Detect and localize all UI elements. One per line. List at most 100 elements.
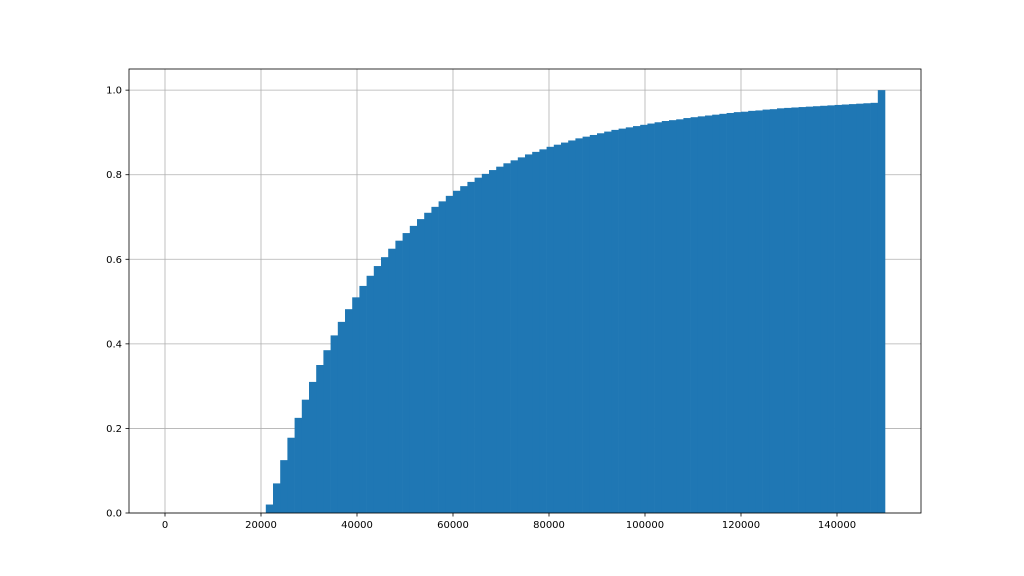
bar (647, 123, 655, 513)
bar (762, 109, 771, 513)
bar (496, 166, 504, 513)
bar (301, 399, 310, 513)
bar (510, 160, 519, 513)
bar (733, 112, 742, 513)
bar (798, 107, 807, 514)
bar (661, 121, 670, 514)
bar (323, 350, 331, 513)
bar (769, 109, 778, 514)
x-tick-label: 20000 (245, 520, 277, 531)
bar (395, 240, 403, 513)
y-tick-label: 0.4 (106, 339, 122, 350)
bar (690, 117, 699, 513)
bar (575, 138, 583, 513)
x-tick-label: 0 (162, 520, 168, 531)
bar (366, 275, 375, 513)
bar (669, 120, 677, 513)
bar (784, 107, 792, 513)
bar (431, 206, 439, 513)
bar (309, 381, 317, 513)
bar (546, 146, 555, 513)
x-tick-label: 60000 (437, 520, 469, 531)
bar (625, 127, 634, 514)
y-tick-label: 1.0 (106, 86, 122, 97)
bar (453, 190, 461, 514)
bar (481, 173, 490, 513)
bar (805, 106, 814, 514)
bar (388, 248, 396, 513)
bar (712, 114, 720, 513)
bar (381, 257, 389, 513)
bar (359, 285, 367, 513)
bar (280, 460, 288, 513)
bar (820, 105, 828, 513)
bar (539, 149, 547, 514)
bar (863, 103, 871, 513)
y-tick-label: 0.2 (106, 424, 122, 435)
bar (618, 128, 627, 513)
bar (424, 212, 432, 513)
bar (813, 106, 821, 513)
bar (683, 118, 691, 514)
bar (352, 297, 360, 513)
bar (525, 154, 533, 513)
bar (445, 195, 454, 513)
bar (640, 124, 648, 514)
bar (589, 134, 598, 514)
bar (676, 119, 684, 513)
bar (633, 126, 641, 513)
bar (697, 116, 706, 514)
bar (755, 110, 763, 513)
bar (316, 365, 324, 513)
bar (474, 177, 483, 513)
bar (597, 133, 605, 513)
bar (748, 110, 756, 513)
bar (741, 111, 749, 514)
bar (345, 309, 353, 513)
y-tick-label: 0.6 (106, 255, 122, 266)
x-tick-label: 80000 (533, 520, 565, 531)
bar (337, 321, 346, 513)
bar (460, 186, 468, 514)
bar (373, 266, 382, 513)
bar (330, 335, 339, 513)
y-tick-label: 0.8 (106, 170, 122, 181)
bar (417, 219, 425, 513)
x-tick-label: 140000 (818, 520, 856, 531)
bar (719, 113, 727, 513)
bar (409, 225, 418, 513)
bar (467, 181, 475, 513)
x-tick-label: 100000 (626, 520, 664, 531)
x-tick-label: 120000 (722, 520, 760, 531)
bar (273, 483, 281, 513)
bar (287, 437, 295, 513)
bar (834, 104, 843, 513)
bar (553, 144, 562, 514)
bar (402, 233, 411, 513)
bar (841, 104, 850, 514)
bar (561, 142, 569, 513)
bar (604, 131, 612, 513)
y-tick-label: 0.0 (106, 509, 122, 520)
bar (726, 112, 735, 513)
bar (294, 417, 303, 513)
bar (849, 104, 857, 514)
bar (438, 201, 447, 513)
bar (654, 122, 663, 513)
bar (517, 157, 526, 513)
plot-frame (128, 68, 922, 514)
bar (489, 170, 497, 513)
bar (856, 103, 864, 513)
x-tick-label: 40000 (341, 520, 373, 531)
bar (532, 151, 540, 513)
bar (265, 504, 274, 513)
bar (827, 105, 835, 513)
bar (870, 102, 879, 513)
bar (611, 129, 619, 514)
bar (877, 90, 886, 514)
bar (777, 108, 785, 513)
bar (705, 115, 713, 513)
bar (582, 136, 591, 513)
bar (568, 140, 576, 513)
